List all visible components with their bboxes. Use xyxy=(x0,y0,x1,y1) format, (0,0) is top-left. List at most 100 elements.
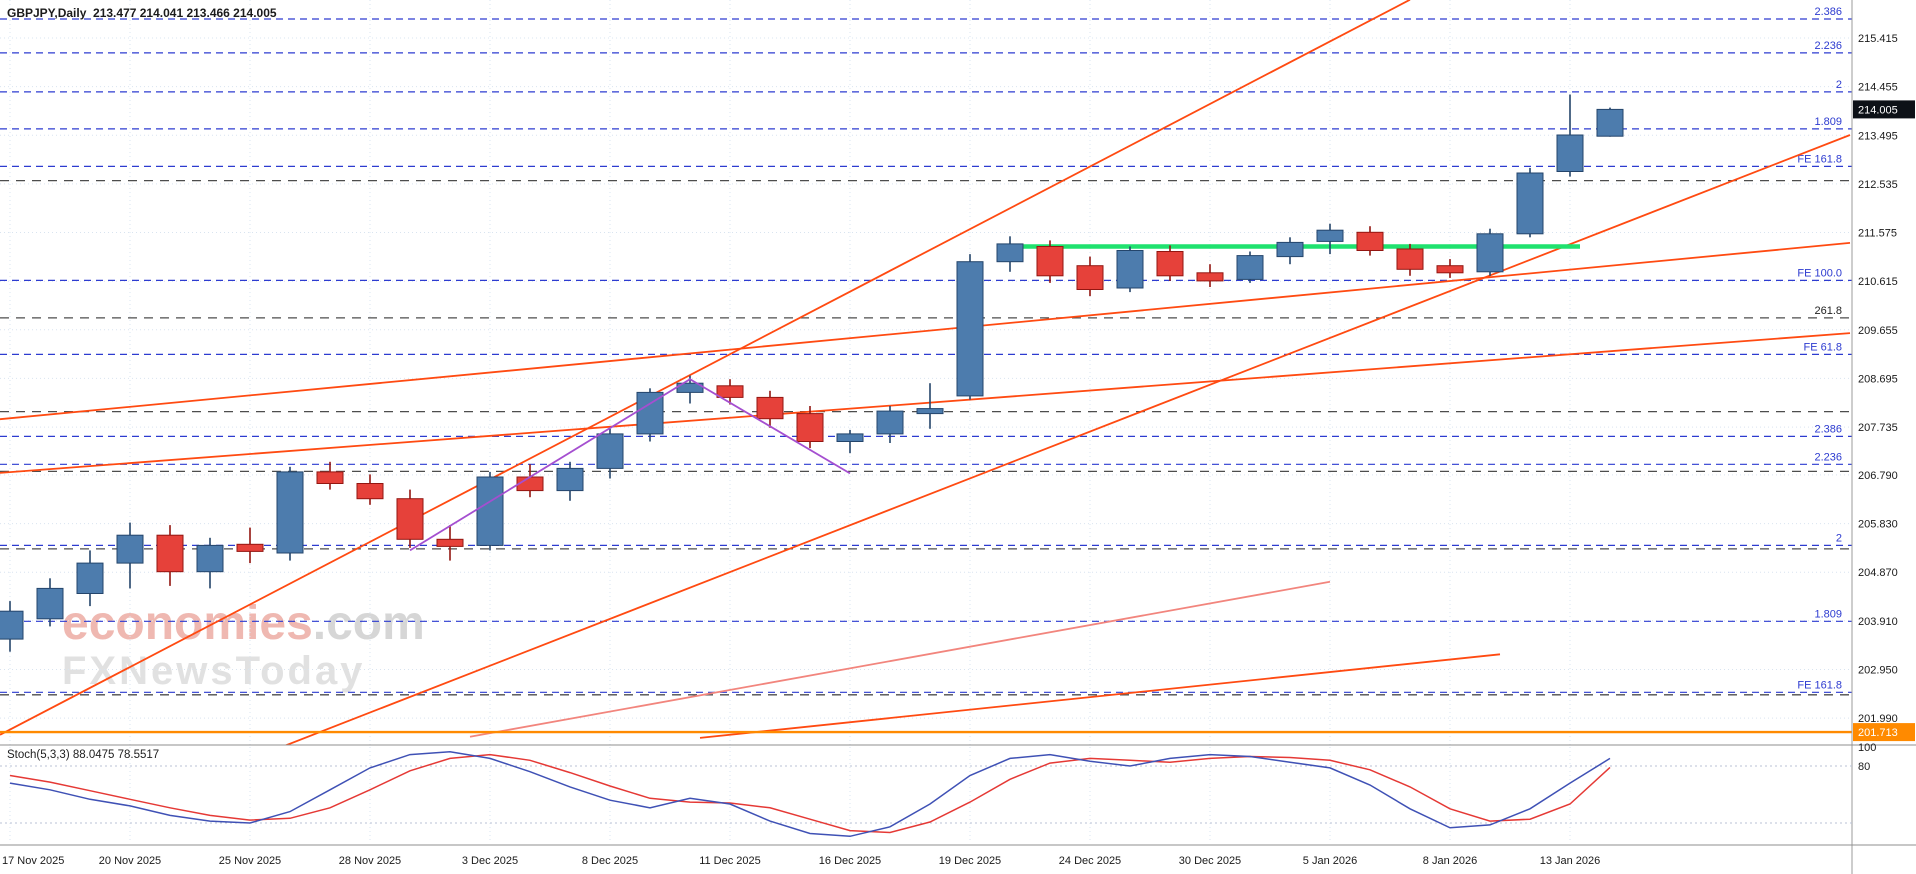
candle xyxy=(1276,237,1304,265)
candle-body xyxy=(156,534,184,573)
date-label: 28 Nov 2025 xyxy=(339,855,401,867)
trend-line[interactable] xyxy=(469,580,1331,738)
candle xyxy=(956,254,984,400)
watermark-subbrand: FXNewsToday xyxy=(62,648,366,693)
candle xyxy=(1556,94,1584,177)
candle xyxy=(156,525,184,586)
watermark-brand-suffix: .com xyxy=(312,597,425,650)
candle xyxy=(1196,264,1224,287)
candle xyxy=(356,474,384,505)
candle-body xyxy=(516,476,544,492)
candle-body xyxy=(716,385,744,398)
date-label: 16 Dec 2025 xyxy=(819,855,881,867)
candle xyxy=(396,489,424,548)
candle-body xyxy=(356,483,384,500)
stochastic-label: Stoch(5,3,3) 88.0475 78.5517 xyxy=(7,749,159,761)
candle-body xyxy=(916,408,944,415)
candle-body xyxy=(556,467,584,492)
candle xyxy=(1516,167,1544,238)
fib-level-label: 2.236 xyxy=(1814,451,1842,463)
candle-body xyxy=(1276,241,1304,258)
trend-line[interactable] xyxy=(0,134,1851,857)
candle xyxy=(1236,251,1264,283)
candle xyxy=(196,537,224,589)
candle-body xyxy=(1596,108,1624,137)
price-axis-label: 201.990 xyxy=(1858,713,1898,725)
price-axis-label: 205.830 xyxy=(1858,519,1898,531)
candle xyxy=(636,388,664,442)
candle-body xyxy=(1116,250,1144,289)
fib-level-label: 2.386 xyxy=(1814,6,1842,18)
candle xyxy=(1076,256,1104,297)
stochastic-signal-line[interactable] xyxy=(9,753,1611,834)
candle xyxy=(116,522,144,589)
candle-body xyxy=(1356,231,1384,252)
fib-level-label: 2 xyxy=(1836,79,1842,91)
candle-body xyxy=(476,476,504,546)
candle-body xyxy=(1076,265,1104,291)
candle xyxy=(756,390,784,428)
trend-line[interactable] xyxy=(0,0,1411,736)
candle-body xyxy=(76,562,104,594)
candle-body xyxy=(1516,172,1544,235)
candle xyxy=(1356,226,1384,256)
fib-extension-levels: 2.386 2.236 2 1.809 FE 161.8 FE 100.0 FE 61.8 2… xyxy=(0,6,1852,693)
svg-text:214.005: 214.005 xyxy=(1858,104,1898,116)
candle-body xyxy=(796,413,824,443)
date-label: 13 Jan 2026 xyxy=(1540,855,1601,867)
fib-level-label: 2.236 xyxy=(1814,40,1842,52)
fib-level-label: 1.809 xyxy=(1814,116,1842,128)
candle xyxy=(1436,259,1464,278)
watermark-brand: economies.com xyxy=(62,598,425,650)
trend-line[interactable] xyxy=(0,242,1851,421)
date-label: 11 Dec 2025 xyxy=(699,855,761,867)
date-label: 3 Dec 2025 xyxy=(462,855,518,867)
price-axis[interactable]: 215.415 214.455 213.495 212.535 211.575 210.6… xyxy=(1851,0,1916,874)
candle-body xyxy=(1396,248,1424,270)
trend-line[interactable] xyxy=(699,653,1501,739)
date-label: 8 Jan 2026 xyxy=(1423,855,1477,867)
price-axis-label: 214.455 xyxy=(1858,82,1898,94)
candles xyxy=(0,94,1624,652)
fib-level-label: FE 100.0 xyxy=(1797,267,1842,279)
date-label: 20 Nov 2025 xyxy=(99,855,161,867)
date-label: 5 Jan 2026 xyxy=(1303,855,1357,867)
date-label: 17 Nov 2025 xyxy=(2,855,64,867)
candle xyxy=(36,578,64,627)
candle-body xyxy=(596,433,624,469)
price-axis-label: 210.615 xyxy=(1858,276,1898,288)
zigzag-line[interactable] xyxy=(409,378,851,552)
candle xyxy=(836,429,864,454)
candle xyxy=(1116,246,1144,293)
candle xyxy=(1036,240,1064,283)
stochastic-main-line[interactable] xyxy=(9,751,1611,838)
candle xyxy=(1156,245,1184,281)
stoch-axis-label: 100 xyxy=(1858,742,1876,754)
candle xyxy=(1396,243,1424,276)
candle xyxy=(516,464,544,498)
svg-text:201.713: 201.713 xyxy=(1858,727,1898,739)
trend-line[interactable] xyxy=(0,332,1851,474)
price-axis-label: 202.950 xyxy=(1858,665,1898,677)
time-axis[interactable]: 17 Nov 2025 20 Nov 2025 25 Nov 2025 28 Nov … xyxy=(2,855,1600,867)
candle-body xyxy=(1316,229,1344,242)
candle-body xyxy=(1476,233,1504,273)
candle-body xyxy=(316,471,344,484)
candle-body xyxy=(276,471,304,554)
price-axis-label: 206.790 xyxy=(1858,470,1898,482)
candle xyxy=(316,461,344,490)
candle xyxy=(996,236,1024,272)
price-axis-label: 203.910 xyxy=(1858,616,1898,628)
stochastic-values: 88.0475 78.5517 xyxy=(72,749,160,761)
trend-lines xyxy=(0,0,1851,857)
stoch-axis-label: 80 xyxy=(1858,761,1870,773)
candle-body xyxy=(0,610,24,640)
fib-level-label: 2 xyxy=(1836,532,1842,544)
price-axis-label: 207.735 xyxy=(1858,422,1898,434)
candle-body xyxy=(236,543,264,552)
price-axis-label: 215.415 xyxy=(1858,33,1898,45)
candle-body xyxy=(116,534,144,564)
candle xyxy=(596,428,624,479)
candle xyxy=(436,525,464,561)
